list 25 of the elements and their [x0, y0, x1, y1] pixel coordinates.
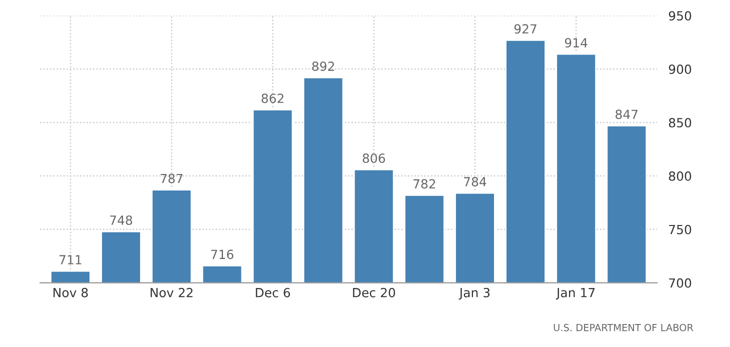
y-tick-label: 800	[668, 171, 692, 181]
x-tick-label: Jan 3	[458, 288, 490, 300]
data-label: 914	[564, 38, 588, 48]
x-tick-label: Jan 17	[556, 288, 595, 300]
data-label: 711	[60, 255, 82, 264]
data-label: 748	[110, 215, 132, 225]
y-tick-label: 850	[668, 118, 692, 128]
y-tick-label: 750	[669, 224, 692, 234]
x-tick-label: Dec 6	[256, 288, 290, 298]
x-tick-label: Nov 8	[54, 288, 88, 298]
data-label: 787	[160, 174, 182, 184]
y-tick-label: 950	[668, 11, 692, 21]
y-tick-label: 900	[668, 64, 692, 74]
data-label: 784	[464, 176, 486, 186]
x-tick-label: Nov 22	[150, 288, 192, 298]
data-label: 716	[211, 250, 234, 260]
data-label: 847	[616, 110, 638, 120]
data-label: 806	[362, 153, 385, 163]
data-label: 862	[262, 94, 284, 104]
data-label: 927	[514, 24, 536, 34]
y-tick-label: 700	[669, 278, 692, 288]
x-tick-label: Dec 20	[353, 288, 396, 298]
data-label: 782	[414, 179, 436, 189]
text: U.S. DEPARTMENT OF LABOR	[554, 324, 694, 332]
data-label: 892	[312, 62, 334, 72]
